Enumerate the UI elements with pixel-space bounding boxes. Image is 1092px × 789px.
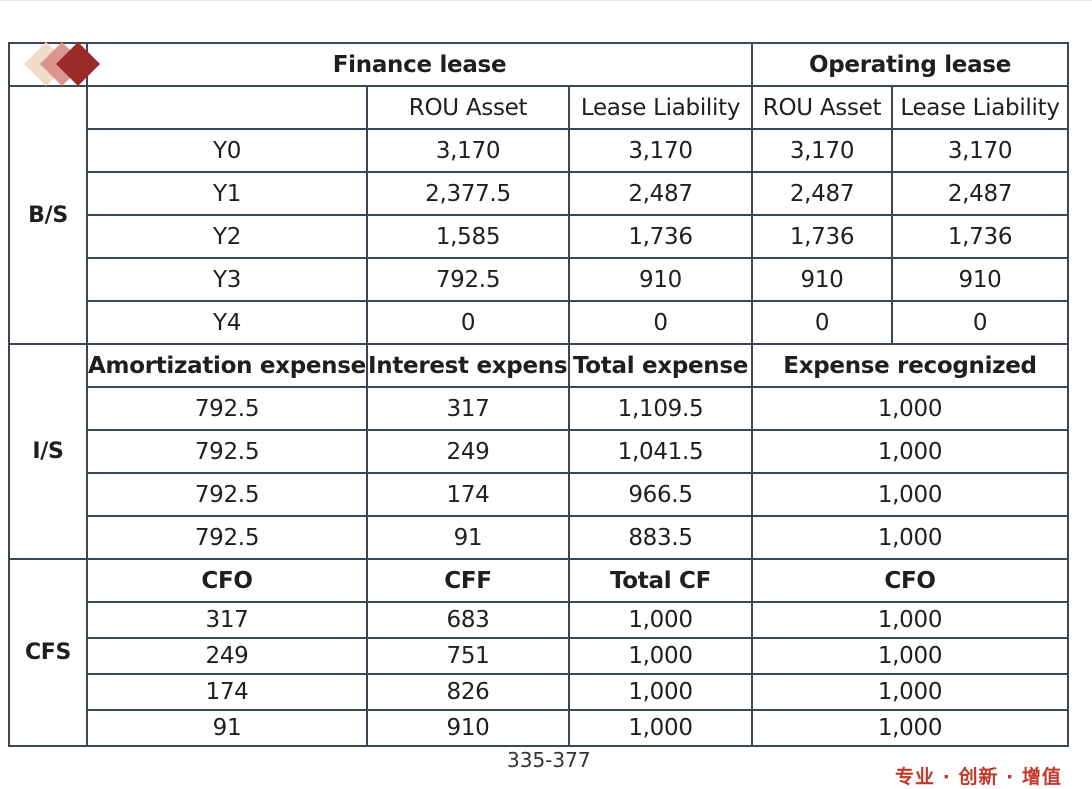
column-header: Total CF xyxy=(568,558,753,603)
table-row: Y4 0 0 0 0 xyxy=(9,300,1069,345)
column-header: Expense recognized xyxy=(751,343,1069,388)
table-cell: 751 xyxy=(366,637,570,675)
section-label-bs: B/S xyxy=(8,85,88,345)
table-cell: 1,000 xyxy=(751,709,1069,747)
table-row: 792.5 317 1,109.5 1,000 xyxy=(9,386,1069,431)
table-cell: 1,736 xyxy=(891,214,1069,259)
table-row: Y2 1,585 1,736 1,736 1,736 xyxy=(9,214,1069,259)
table-cell: 3,170 xyxy=(751,128,893,173)
table-cell: 1,736 xyxy=(568,214,753,259)
table-row: Y0 3,170 3,170 3,170 3,170 xyxy=(9,128,1069,173)
table-cell: 792.5 xyxy=(86,515,368,560)
column-header: Amortization expense xyxy=(86,343,368,388)
table-cell: 1,000 xyxy=(751,673,1069,711)
bs-column-header-row: B/S ROU Asset Lease Liability ROU Asset … xyxy=(8,85,1069,345)
table-row: Y1 2,377.5 2,487 2,487 2,487 xyxy=(9,171,1069,216)
table-cell: 966.5 xyxy=(568,472,753,517)
table-cell: 1,000 xyxy=(568,637,753,675)
column-header: CFO xyxy=(86,558,368,603)
table-cell: 91 xyxy=(86,709,368,747)
column-header: Interest expense xyxy=(366,343,570,388)
table-cell: 249 xyxy=(86,637,368,675)
table-cell: 1,000 xyxy=(751,637,1069,675)
page-range-label: 335-377 xyxy=(507,748,591,772)
table-cell: 1,585 xyxy=(366,214,570,259)
table-cell: 249 xyxy=(366,429,570,474)
column-header: ROU Asset xyxy=(366,85,570,130)
table-cell: 1,000 xyxy=(568,601,753,639)
table-cell: 683 xyxy=(366,601,570,639)
table-cell: 0 xyxy=(891,300,1069,345)
table-cell: 910 xyxy=(366,709,570,747)
section-label-is: I/S xyxy=(8,343,88,560)
table-cell: 0 xyxy=(751,300,893,345)
is-column-header-row: I/S Amortization expense Interest expens… xyxy=(8,343,1069,560)
year-label: Y2 xyxy=(86,214,368,259)
table-cell: 0 xyxy=(568,300,753,345)
year-label: Y0 xyxy=(86,128,368,173)
column-header: Lease Liability xyxy=(891,85,1069,130)
table-cell: 1,000 xyxy=(568,673,753,711)
table-cell: 792.5 xyxy=(86,429,368,474)
table-row: Y3 792.5 910 910 910 xyxy=(9,257,1069,302)
column-header: Lease Liability xyxy=(568,85,753,130)
operating-lease-header: Operating lease xyxy=(751,42,1069,87)
table-cell: 1,109.5 xyxy=(568,386,753,431)
table-cell: 2,377.5 xyxy=(366,171,570,216)
table-cell: 0 xyxy=(366,300,570,345)
table-row: 792.5 91 883.5 1,000 xyxy=(9,515,1069,560)
column-header: CFO xyxy=(751,558,1069,603)
finance-lease-header: Finance lease xyxy=(86,42,753,87)
table-row: 249 751 1,000 1,000 xyxy=(9,637,1069,675)
table-cell: 1,000 xyxy=(568,709,753,747)
year-label: Y4 xyxy=(86,300,368,345)
table-cell: 3,170 xyxy=(568,128,753,173)
table-row: 317 683 1,000 1,000 xyxy=(9,601,1069,639)
year-label: Y3 xyxy=(86,257,368,302)
section-label-cfs: CFS xyxy=(8,558,88,747)
table-cell: 1,000 xyxy=(751,429,1069,474)
header-row: Finance lease Operating lease xyxy=(8,42,1069,87)
table-cell: 910 xyxy=(751,257,893,302)
table-cell: 3,170 xyxy=(366,128,570,173)
table-cell: 2,487 xyxy=(891,171,1069,216)
table-cell: 1,041.5 xyxy=(568,429,753,474)
table-cell: 792.5 xyxy=(366,257,570,302)
table-cell: 910 xyxy=(568,257,753,302)
table-row: 91 910 1,000 1,000 xyxy=(9,709,1069,747)
table-cell: 1,000 xyxy=(751,601,1069,639)
lease-comparison-table: Finance lease Operating lease B/S ROU As… xyxy=(8,42,1069,747)
table-cell: 317 xyxy=(366,386,570,431)
table-cell: 792.5 xyxy=(86,386,368,431)
diamond-logo-icon xyxy=(24,42,100,86)
table-cell: 91 xyxy=(366,515,570,560)
table-row: 174 826 1,000 1,000 xyxy=(9,673,1069,711)
cfs-column-header-row: CFS CFO CFF Total CF CFO xyxy=(8,558,1069,747)
table-cell: 1,000 xyxy=(751,472,1069,517)
table-cell: 3,170 xyxy=(891,128,1069,173)
bs-empty-header xyxy=(86,85,368,130)
table-cell: 317 xyxy=(86,601,368,639)
top-divider xyxy=(0,0,1092,1)
table-cell: 826 xyxy=(366,673,570,711)
table-cell: 1,000 xyxy=(751,386,1069,431)
table-cell: 174 xyxy=(366,472,570,517)
table-cell: 2,487 xyxy=(751,171,893,216)
table-row: 792.5 249 1,041.5 1,000 xyxy=(9,429,1069,474)
table-cell: 1,736 xyxy=(751,214,893,259)
table-cell: 174 xyxy=(86,673,368,711)
column-header: ROU Asset xyxy=(751,85,893,130)
table-cell: 910 xyxy=(891,257,1069,302)
footer-slogan: 专业 · 创新 · 增值 xyxy=(895,766,1062,788)
table-cell: 883.5 xyxy=(568,515,753,560)
table-cell: 1,000 xyxy=(751,515,1069,560)
column-header: Total expense xyxy=(568,343,753,388)
table-row: 792.5 174 966.5 1,000 xyxy=(9,472,1069,517)
column-header: CFF xyxy=(366,558,570,603)
table-cell: 792.5 xyxy=(86,472,368,517)
year-label: Y1 xyxy=(86,171,368,216)
table-cell: 2,487 xyxy=(568,171,753,216)
